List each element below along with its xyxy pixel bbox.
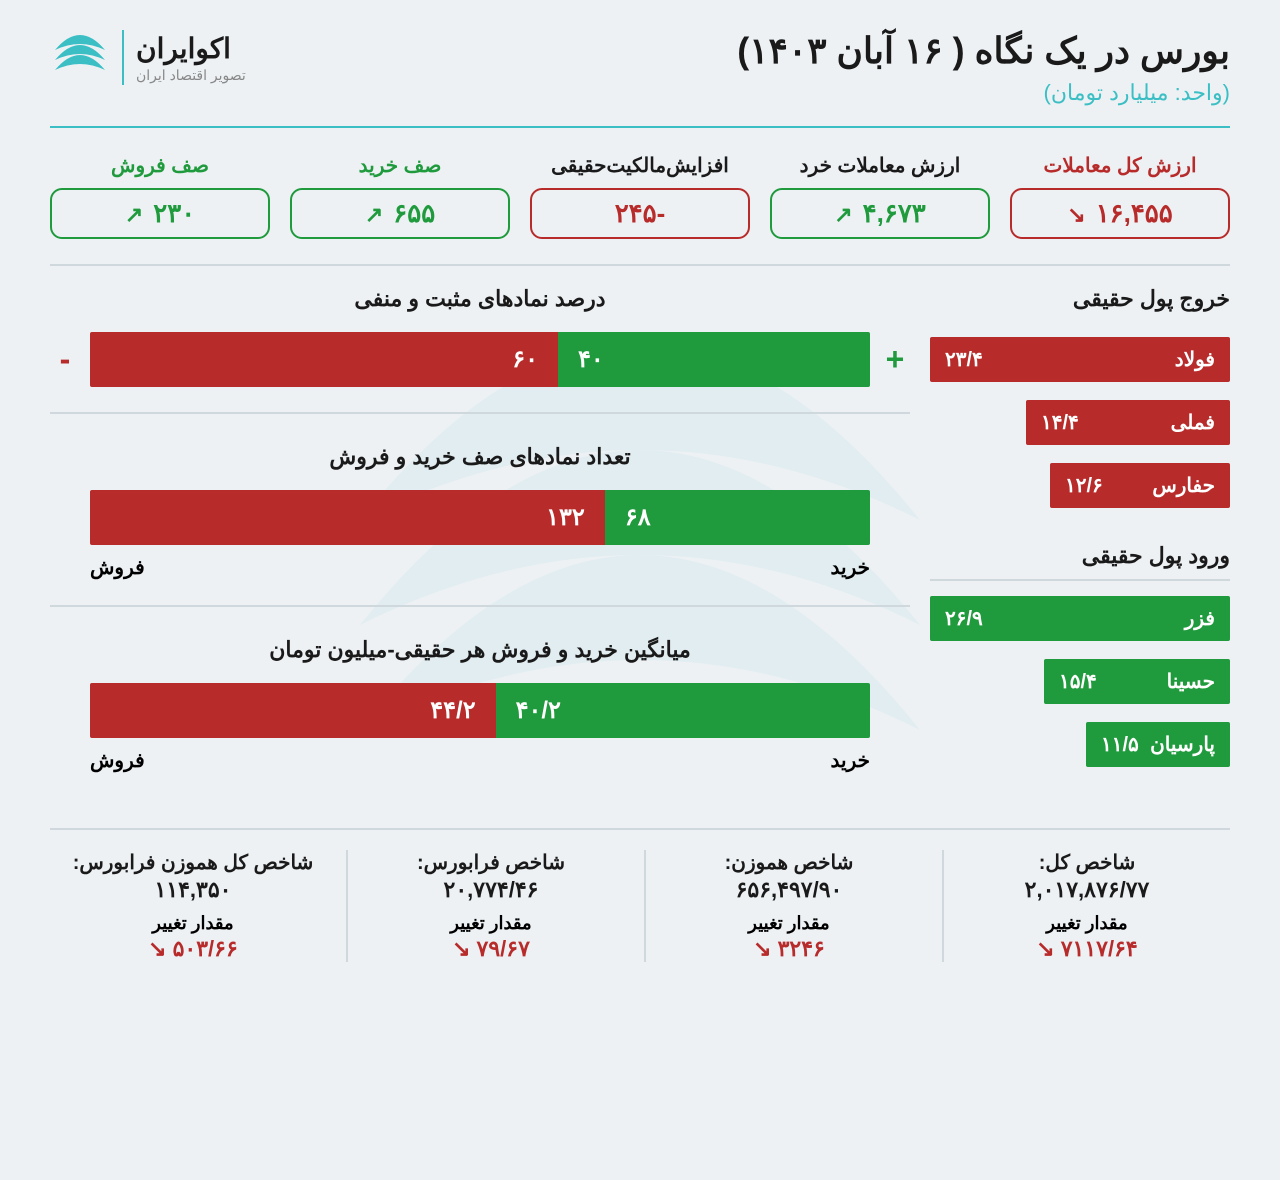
chart-section: تعداد نمادهای صف خرید و فروش ۶۸ ۱۳۲ خرید… [50, 444, 910, 607]
bar-negative: ۴۴/۲ [90, 683, 496, 738]
stat-box: ارزش معاملات خرد ۴,۶۷۳ [770, 153, 990, 239]
bar-item: فملی ۱۴/۴ [1026, 400, 1230, 445]
page-title: بورس در یک نگاه ( ۱۶ آبان ۱۴۰۳) [737, 30, 1230, 72]
index-box: شاخص فرابورس: ۲۰,۷۷۴/۴۶ مقدار تغییر ۷۹/۶… [346, 850, 634, 962]
stat-box: ارزش کل معاملات ۱۶,۴۵۵ [1010, 153, 1230, 239]
bar-item: فولاد ۲۳/۴ [930, 337, 1230, 382]
stat-box: صف خرید ۶۵۵ [290, 153, 510, 239]
chart-section: میانگین خرید و فروش هر حقیقی-میلیون توما… [50, 637, 910, 798]
bar-item: حفارس ۱۲/۶ [1050, 463, 1230, 508]
bar-name: حفارس [1152, 473, 1215, 498]
logo-icon [50, 30, 110, 85]
index-change: ۵۰۳/۶۶ [148, 936, 238, 962]
charts-column: درصد نمادهای مثبت و منفی + ۴۰ ۶۰ - تعداد… [50, 286, 910, 828]
bar-item: فزر ۲۶/۹ [930, 596, 1230, 641]
bar-name: حسینا [1167, 669, 1215, 694]
index-box: شاخص کل: ۲,۰۱۷,۸۷۶/۷۷ مقدار تغییر ۷۱۱۷/۶… [942, 850, 1230, 962]
chart-label-pos: خرید [480, 748, 870, 773]
index-label: شاخص فرابورس: [358, 850, 624, 875]
inflow-section: ورود پول حقیقی فزر ۲۶/۹ حسینا ۱۵/۴ پارسیان ۱۱… [930, 543, 1230, 767]
index-box: شاخص هموزن: ۶۵۶,۴۹۷/۹۰ مقدار تغییر ۳۲۴۶ [644, 850, 932, 962]
bar-value: ۱۲/۶ [1065, 473, 1103, 498]
chart-title: تعداد نمادهای صف خرید و فروش [50, 444, 910, 470]
sidebar: خروج پول حقیقی فولاد ۲۳/۴ فملی ۱۴/۴ حفارس ۱۲/… [930, 286, 1230, 828]
minus-sign: - [50, 341, 80, 378]
outflow-title: خروج پول حقیقی [930, 286, 1230, 322]
bar-value: ۲۳/۴ [945, 347, 983, 372]
stat-value: ۱۶,۴۵۵ [1010, 188, 1230, 239]
down-arrow-icon [753, 936, 771, 962]
index-change: ۷۱۱۷/۶۴ [1036, 936, 1137, 962]
chart-label-pos: خرید [480, 555, 870, 580]
stat-box: صف فروش ۲۳۰ [50, 153, 270, 239]
index-value: ۲۰,۷۷۴/۴۶ [358, 877, 624, 903]
stat-value: -۲۴۵ [530, 188, 750, 239]
chart-label-neg: فروش [90, 748, 480, 773]
stacked-bar: ۴۰ ۶۰ [90, 332, 870, 387]
change-label: مقدار تغییر [358, 913, 624, 934]
logo-tagline: تصویر اقتصاد ایران [136, 67, 246, 84]
stat-label: صف فروش [50, 153, 270, 178]
index-value: ۲,۰۱۷,۸۷۶/۷۷ [954, 877, 1220, 903]
index-label: شاخص کل هموزن فرابورس: [60, 850, 326, 875]
stats-row: ارزش کل معاملات ۱۶,۴۵۵ ارزش معاملات خرد … [50, 153, 1230, 266]
bar-positive: ۶۸ [605, 490, 870, 545]
chart-label-neg: فروش [90, 555, 480, 580]
chart-title: میانگین خرید و فروش هر حقیقی-میلیون توما… [50, 637, 910, 663]
stat-box: افزایش‌مالکیت‌حقیقی -۲۴۵ [530, 153, 750, 239]
plus-sign: + [880, 341, 910, 378]
down-arrow-icon [1036, 936, 1054, 962]
stat-label: افزایش‌مالکیت‌حقیقی [530, 153, 750, 178]
footer-indices: شاخص کل: ۲,۰۱۷,۸۷۶/۷۷ مقدار تغییر ۷۱۱۷/۶… [50, 828, 1230, 962]
bar-name: پارسیان [1150, 732, 1215, 757]
stat-value: ۴,۶۷۳ [770, 188, 990, 239]
stacked-bar: ۴۰/۲ ۴۴/۲ [90, 683, 870, 738]
bar-value: ۱۵/۴ [1059, 669, 1097, 694]
bar-value: ۱۱/۵ [1101, 732, 1139, 757]
chart-section: درصد نمادهای مثبت و منفی + ۴۰ ۶۰ - [50, 286, 910, 414]
stat-label: ارزش کل معاملات [1010, 153, 1230, 178]
bar-value: ۲۶/۹ [945, 606, 983, 631]
change-label: مقدار تغییر [60, 913, 326, 934]
stat-value: ۲۳۰ [50, 188, 270, 239]
change-label: مقدار تغییر [954, 913, 1220, 934]
down-arrow-icon [452, 936, 470, 962]
bar-name: فولاد [1175, 347, 1215, 372]
bar-negative: ۱۳۲ [90, 490, 605, 545]
index-label: شاخص هموزن: [656, 850, 922, 875]
index-change: ۷۹/۶۷ [452, 936, 530, 962]
index-value: ۶۵۶,۴۹۷/۹۰ [656, 877, 922, 903]
index-value: ۱۱۴,۳۵۰ [60, 877, 326, 903]
change-label: مقدار تغییر [656, 913, 922, 934]
bar-positive: ۴۰ [558, 332, 870, 387]
bar-item: پارسیان ۱۱/۵ [1086, 722, 1230, 767]
inflow-title: ورود پول حقیقی [930, 543, 1230, 581]
index-change: ۳۲۴۶ [753, 936, 825, 962]
stat-label: صف خرید [290, 153, 510, 178]
down-arrow-icon [148, 936, 166, 962]
logo-name: اکوایران [136, 32, 246, 65]
bar-name: فزر [1185, 606, 1215, 631]
index-label: شاخص کل: [954, 850, 1220, 875]
stacked-bar: ۶۸ ۱۳۲ [90, 490, 870, 545]
bar-name: فملی [1171, 410, 1215, 435]
bar-positive: ۴۰/۲ [496, 683, 870, 738]
bar-item: حسینا ۱۵/۴ [1044, 659, 1230, 704]
bar-value: ۱۴/۴ [1041, 410, 1079, 435]
header: بورس در یک نگاه ( ۱۶ آبان ۱۴۰۳) (واحد: م… [50, 30, 1230, 128]
stat-value: ۶۵۵ [290, 188, 510, 239]
bar-negative: ۶۰ [90, 332, 558, 387]
chart-title: درصد نمادهای مثبت و منفی [50, 286, 910, 312]
page-subtitle: (واحد: میلیارد تومان) [737, 80, 1230, 106]
outflow-section: خروج پول حقیقی فولاد ۲۳/۴ فملی ۱۴/۴ حفارس ۱۲/… [930, 286, 1230, 508]
stat-label: ارزش معاملات خرد [770, 153, 990, 178]
logo: اکوایران تصویر اقتصاد ایران [50, 30, 246, 85]
index-box: شاخص کل هموزن فرابورس: ۱۱۴,۳۵۰ مقدار تغی… [50, 850, 336, 962]
